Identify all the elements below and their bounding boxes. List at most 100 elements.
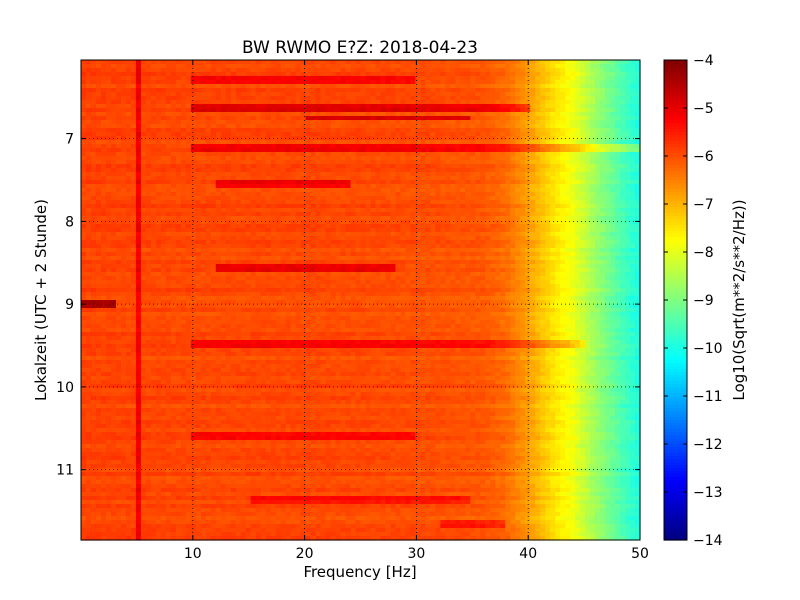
heatmap-cell — [195, 176, 202, 181]
heatmap-cell — [125, 212, 132, 217]
heatmap-cell — [280, 188, 287, 193]
heatmap-cell — [550, 128, 556, 133]
heatmap-cell — [110, 76, 117, 81]
heatmap-cell — [81, 228, 87, 233]
heatmap-cell — [465, 212, 471, 217]
heatmap-cell — [395, 100, 402, 105]
heatmap-cell — [540, 188, 546, 193]
heatmap-cell — [155, 160, 162, 165]
heatmap-cell — [190, 224, 197, 229]
heatmap-cell — [365, 108, 372, 113]
heatmap-cell — [430, 152, 436, 157]
heatmap-cell — [290, 64, 297, 69]
heatmap-cell — [390, 188, 397, 193]
heatmap-cell — [505, 116, 511, 121]
heatmap-cell — [330, 144, 337, 149]
heatmap-cell — [310, 128, 317, 133]
heatmap-cell — [81, 188, 87, 193]
heatmap-cell — [400, 168, 407, 173]
heatmap-cell — [415, 72, 421, 77]
heatmap-cell — [515, 80, 521, 85]
heatmap-cell — [510, 232, 516, 237]
heatmap-cell — [370, 216, 377, 221]
heatmap-cell — [330, 180, 337, 185]
heatmap-cell — [105, 232, 112, 237]
heatmap-cell — [580, 196, 586, 201]
heatmap-cell — [490, 120, 496, 125]
heatmap-cell — [115, 60, 122, 65]
heatmap-cell — [545, 140, 551, 145]
heatmap-cell — [590, 124, 596, 129]
heatmap-cell — [125, 228, 132, 233]
heatmap-cell — [520, 76, 526, 81]
heatmap-cell — [410, 176, 416, 181]
heatmap-cell — [610, 196, 616, 201]
heatmap-cell — [460, 64, 466, 69]
heatmap-cell — [175, 60, 182, 65]
heatmap-cell — [380, 96, 387, 101]
heatmap-cell — [250, 96, 257, 101]
heatmap-cell — [125, 184, 132, 189]
heatmap-cell — [470, 112, 476, 117]
heatmap-cell — [615, 208, 621, 213]
heatmap-cell — [205, 196, 212, 201]
heatmap-cell — [450, 224, 456, 229]
heatmap-cell — [90, 60, 97, 65]
heatmap-cell — [355, 68, 362, 73]
heatmap-cell — [290, 180, 297, 185]
heatmap-cell — [275, 228, 282, 233]
heatmap-cell — [510, 60, 516, 65]
heatmap-cell — [570, 168, 576, 173]
heatmap-cell — [175, 236, 182, 241]
heatmap-cell — [195, 180, 202, 185]
heatmap-cell — [175, 148, 182, 153]
heatmap-cell — [300, 104, 307, 109]
heatmap-cell — [590, 220, 596, 225]
heatmap-cell — [620, 156, 626, 161]
heatmap-cell — [600, 120, 606, 125]
heatmap-cell — [365, 88, 372, 93]
heatmap-cell — [540, 136, 546, 141]
heatmap-cell — [135, 192, 142, 197]
heatmap-cell — [610, 84, 616, 89]
heatmap-cell — [390, 160, 397, 165]
heatmap-cell — [270, 224, 277, 229]
heatmap-cell — [585, 224, 591, 229]
heatmap-cell — [495, 152, 501, 157]
heatmap-cell — [555, 184, 561, 189]
heatmap-cell — [555, 60, 561, 65]
heatmap-cell — [430, 212, 436, 217]
heatmap-cell — [555, 212, 561, 217]
heatmap-cell — [290, 116, 297, 121]
heatmap-cell — [130, 88, 137, 93]
heatmap-cell — [505, 112, 511, 117]
heatmap-cell — [175, 216, 182, 221]
heatmap-cell — [590, 152, 596, 157]
heatmap-cell — [600, 192, 606, 197]
heatmap-cell — [135, 148, 142, 153]
heatmap-cell — [535, 96, 541, 101]
heatmap-cell — [415, 228, 421, 233]
heatmap-cell — [85, 192, 92, 197]
heatmap-cell — [230, 216, 237, 221]
heatmap-cell — [470, 164, 476, 169]
heatmap-cell — [635, 208, 641, 213]
heatmap-cell — [430, 188, 436, 193]
heatmap-cell — [285, 136, 292, 141]
heatmap-cell — [625, 188, 631, 193]
heatmap-cell — [375, 68, 382, 73]
heatmap-cell — [440, 156, 446, 161]
heatmap-cell — [275, 208, 282, 213]
heatmap-cell — [135, 232, 142, 237]
heatmap-cell — [390, 76, 397, 81]
heatmap-cell — [535, 100, 541, 105]
heatmap-cell — [370, 156, 377, 161]
heatmap-cell — [430, 104, 436, 109]
heatmap-cell — [115, 112, 122, 117]
heatmap-cell — [310, 188, 317, 193]
heatmap-cell — [81, 100, 87, 105]
heatmap-cell — [115, 88, 122, 93]
heatmap-cell — [225, 192, 232, 197]
heatmap-cell — [230, 196, 237, 201]
heatmap-cell — [590, 104, 596, 109]
